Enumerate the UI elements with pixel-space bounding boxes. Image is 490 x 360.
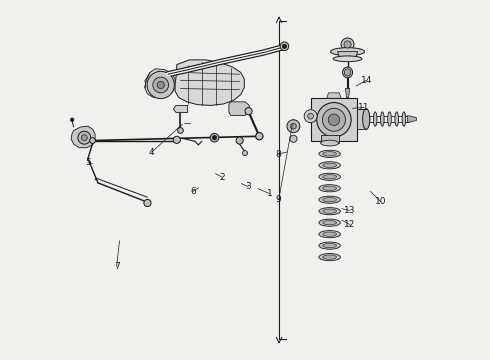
Text: 9: 9 xyxy=(276,195,282,204)
Ellipse shape xyxy=(333,56,362,62)
Ellipse shape xyxy=(323,186,337,190)
Circle shape xyxy=(291,123,296,129)
Text: 1: 1 xyxy=(267,189,272,198)
Polygon shape xyxy=(311,98,357,140)
Ellipse shape xyxy=(319,185,341,192)
Text: 2: 2 xyxy=(219,173,225,182)
Text: 3: 3 xyxy=(245,182,251,191)
Text: 13: 13 xyxy=(344,206,355,215)
Circle shape xyxy=(90,138,96,143)
Circle shape xyxy=(177,128,183,134)
Polygon shape xyxy=(173,105,188,113)
Circle shape xyxy=(243,150,247,156)
Text: 4: 4 xyxy=(149,148,154,157)
Ellipse shape xyxy=(395,112,398,126)
Ellipse shape xyxy=(323,198,337,202)
Ellipse shape xyxy=(373,112,377,126)
Ellipse shape xyxy=(323,232,337,236)
Circle shape xyxy=(317,103,351,137)
Bar xyxy=(320,135,339,143)
Polygon shape xyxy=(175,60,245,105)
Circle shape xyxy=(78,131,91,144)
Ellipse shape xyxy=(323,255,337,259)
Ellipse shape xyxy=(402,112,406,126)
Polygon shape xyxy=(345,89,350,98)
Ellipse shape xyxy=(319,208,341,215)
Ellipse shape xyxy=(323,175,337,179)
Circle shape xyxy=(210,134,219,142)
Circle shape xyxy=(256,133,263,140)
Circle shape xyxy=(173,136,180,143)
Ellipse shape xyxy=(323,209,337,213)
Ellipse shape xyxy=(344,69,351,76)
Ellipse shape xyxy=(323,163,337,167)
Polygon shape xyxy=(71,126,95,148)
Ellipse shape xyxy=(323,243,337,248)
Ellipse shape xyxy=(388,112,392,126)
Ellipse shape xyxy=(319,242,341,249)
Text: 8: 8 xyxy=(275,150,281,159)
Circle shape xyxy=(157,81,164,89)
Polygon shape xyxy=(357,109,366,129)
Polygon shape xyxy=(327,93,341,98)
Ellipse shape xyxy=(319,173,341,180)
Polygon shape xyxy=(229,102,249,116)
Text: 11: 11 xyxy=(358,103,370,112)
Circle shape xyxy=(236,137,243,144)
Circle shape xyxy=(287,120,300,133)
Circle shape xyxy=(290,135,297,142)
Circle shape xyxy=(212,135,217,140)
Polygon shape xyxy=(145,69,175,98)
Circle shape xyxy=(147,71,174,99)
Ellipse shape xyxy=(366,112,370,126)
Ellipse shape xyxy=(343,67,353,78)
Text: 6: 6 xyxy=(190,187,196,196)
Circle shape xyxy=(308,113,314,119)
Text: 5: 5 xyxy=(85,158,91,167)
Circle shape xyxy=(280,42,289,50)
Circle shape xyxy=(282,44,287,48)
Polygon shape xyxy=(338,51,358,58)
Circle shape xyxy=(344,41,351,48)
Circle shape xyxy=(256,133,263,140)
Text: 7: 7 xyxy=(114,262,120,271)
Ellipse shape xyxy=(323,221,337,225)
Circle shape xyxy=(81,135,87,140)
Ellipse shape xyxy=(363,109,370,130)
Circle shape xyxy=(328,114,340,126)
Circle shape xyxy=(153,77,169,93)
Ellipse shape xyxy=(320,140,339,146)
Ellipse shape xyxy=(319,196,341,203)
Circle shape xyxy=(304,110,317,123)
Circle shape xyxy=(144,199,151,207)
Circle shape xyxy=(71,118,74,122)
Circle shape xyxy=(322,108,345,131)
Ellipse shape xyxy=(331,48,365,55)
Text: 14: 14 xyxy=(361,76,372,85)
Circle shape xyxy=(245,108,252,115)
Ellipse shape xyxy=(381,112,384,126)
Text: 12: 12 xyxy=(344,220,355,229)
Ellipse shape xyxy=(319,219,341,226)
Ellipse shape xyxy=(319,230,341,238)
Ellipse shape xyxy=(319,253,341,261)
Ellipse shape xyxy=(323,152,337,156)
Ellipse shape xyxy=(319,150,341,157)
Polygon shape xyxy=(408,116,416,123)
Ellipse shape xyxy=(319,162,341,169)
Circle shape xyxy=(341,38,354,51)
Text: 10: 10 xyxy=(375,197,386,206)
